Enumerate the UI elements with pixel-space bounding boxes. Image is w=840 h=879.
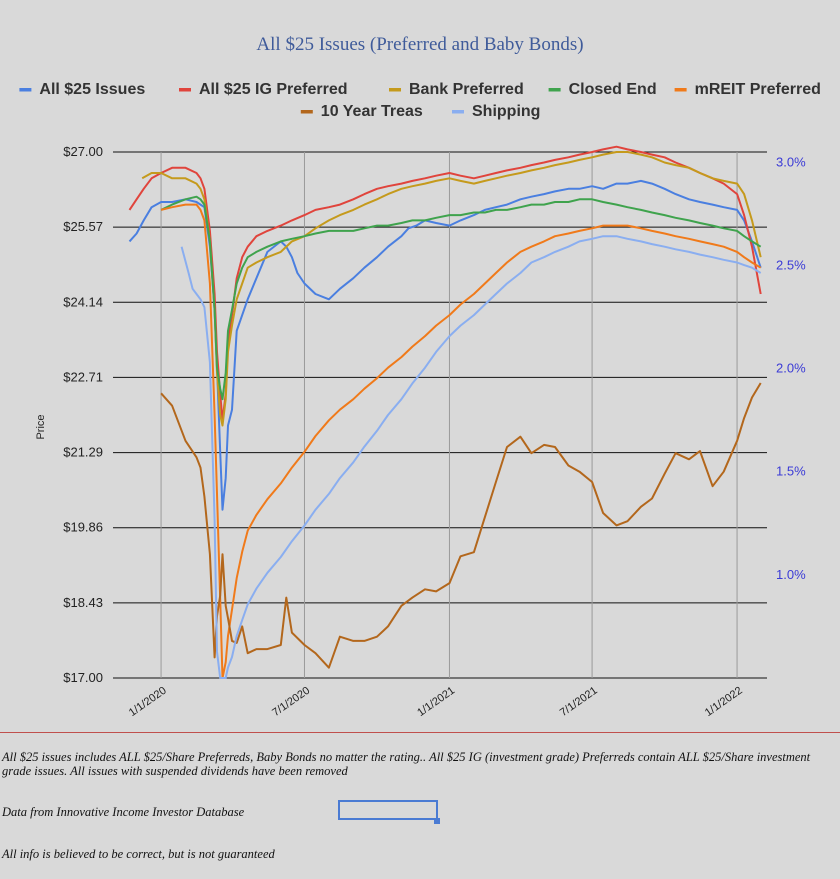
legend-label: mREIT Preferred (695, 81, 821, 98)
y2-tick-label: 1.5% (776, 464, 806, 479)
legend-swatch (389, 88, 401, 92)
legend-label: Shipping (472, 103, 540, 120)
y2-tick-label: 2.5% (776, 257, 806, 272)
legend-item: 10 Year Treas (300, 103, 423, 120)
note-description: All $25 issues includes ALL $25/Share Pr… (2, 750, 811, 778)
y-axis-label: Price (35, 414, 47, 439)
y-tick-label: $19.86 (63, 520, 103, 535)
y2-tick-label: 3.0% (776, 154, 806, 169)
legend-item: Bank Preferred (389, 81, 524, 98)
x-tick-label: 7/1/2020 (270, 685, 312, 719)
y-axis-left-ticks: $17.00 $18.43 $19.86 $21.29 $22.71 $24.14 $25.… (63, 144, 103, 685)
series-line-closed-end (160, 195, 762, 401)
legend-swatch (19, 88, 32, 92)
series-line-all-25-issues (128, 179, 762, 511)
legend-label: 10 Year Treas (321, 103, 423, 120)
legend-swatch (548, 88, 561, 92)
x-tick-label: 1/1/2022 (703, 685, 745, 719)
legend-item: Closed End (548, 81, 657, 98)
legend-swatch (179, 88, 191, 92)
selected-cell[interactable] (338, 800, 438, 820)
y2-tick-label: 1.0% (776, 567, 806, 582)
legend-label: All $25 Issues (39, 81, 145, 98)
notes-divider (0, 732, 840, 733)
plot-lines (128, 145, 762, 679)
y-tick-label: $25.57 (63, 219, 103, 234)
price-chart: All $25 Issues (Preferred and Baby Bonds… (19, 34, 821, 719)
legend-item: All $25 IG Preferred (179, 81, 348, 98)
x-axis-ticks: 1/1/2020 7/1/2020 1/1/2021 7/1/2021 1/1/2022 (127, 685, 745, 719)
legend-item: Shipping (452, 103, 540, 120)
x-tick-label: 1/1/2020 (127, 685, 169, 719)
series-line-bank-preferred (141, 151, 762, 427)
legend-label: Closed End (569, 81, 657, 98)
y-tick-label: $18.43 (63, 595, 103, 610)
y-tick-label: $21.29 (63, 445, 103, 460)
y-tick-label: $22.71 (63, 369, 103, 384)
y-axis-right-ticks: 1.0% 1.5% 2.0% 2.5% 3.0% (776, 154, 806, 582)
series-line-10-year-treas (160, 382, 762, 669)
legend-swatch (452, 110, 464, 114)
series-line-shipping (180, 235, 762, 679)
legend-item: All $25 Issues (19, 81, 145, 98)
legend-swatch (300, 110, 313, 114)
legend-label: All $25 IG Preferred (199, 81, 348, 98)
legend-swatch (674, 88, 687, 92)
y-tick-label: $24.14 (63, 294, 103, 309)
chart-title: All $25 Issues (Preferred and Baby Bonds… (256, 34, 583, 55)
x-tick-label: 1/1/2021 (415, 685, 457, 719)
y-tick-label: $27.00 (63, 144, 103, 159)
y2-tick-label: 2.0% (776, 361, 806, 376)
y-tick-label: $17.00 (63, 670, 103, 685)
legend-item: mREIT Preferred (674, 81, 821, 98)
series-line-mreit-preferred (160, 203, 762, 679)
cell-fill-handle[interactable] (434, 818, 440, 824)
note-data-source: Data from Innovative Income Investor Dat… (2, 805, 245, 819)
x-tick-label: 7/1/2021 (558, 685, 600, 719)
legend-label: Bank Preferred (409, 81, 524, 98)
note-disclaimer: All info is believed to be correct, but … (2, 847, 275, 861)
chart-legend: All $25 Issues All $25 IG Preferred Bank P… (19, 81, 821, 120)
